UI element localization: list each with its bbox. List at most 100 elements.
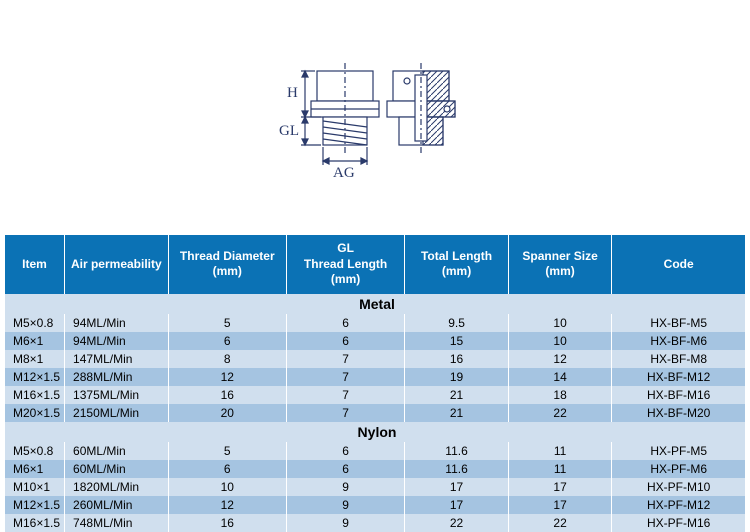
cell-gl: 7 bbox=[286, 386, 404, 404]
cell-gl: 7 bbox=[286, 404, 404, 422]
cell-item: M6×1 bbox=[5, 332, 65, 350]
cell-air: 748ML/Min bbox=[65, 514, 169, 532]
cell-thread_d: 12 bbox=[168, 368, 286, 386]
table-row: M20×1.52150ML/Min2072122HX-BF-M20 bbox=[5, 404, 745, 422]
cell-air: 1820ML/Min bbox=[65, 478, 169, 496]
table-row: M12×1.5288ML/Min1271914HX-BF-M12 bbox=[5, 368, 745, 386]
cell-spanner: 14 bbox=[508, 368, 612, 386]
cell-thread_d: 16 bbox=[168, 514, 286, 532]
cell-item: M5×0.8 bbox=[5, 314, 65, 332]
cell-total: 9.5 bbox=[405, 314, 509, 332]
cell-item: M16×1.5 bbox=[5, 514, 65, 532]
cell-air: 260ML/Min bbox=[65, 496, 169, 514]
cell-air: 147ML/Min bbox=[65, 350, 169, 368]
cell-code: HX-PF-M12 bbox=[612, 496, 745, 514]
cell-spanner: 11 bbox=[508, 442, 612, 460]
cell-total: 16 bbox=[405, 350, 509, 368]
cell-spanner: 17 bbox=[508, 496, 612, 514]
cell-air: 288ML/Min bbox=[65, 368, 169, 386]
cell-code: HX-BF-M16 bbox=[612, 386, 745, 404]
cell-gl: 7 bbox=[286, 350, 404, 368]
header-thread_d: Thread Diameter(mm) bbox=[168, 235, 286, 294]
section-metal: Metal bbox=[5, 294, 745, 314]
cell-gl: 9 bbox=[286, 478, 404, 496]
table-row: M5×0.860ML/Min5611.611HX-PF-M5 bbox=[5, 442, 745, 460]
table-row: M6×194ML/Min661510HX-BF-M6 bbox=[5, 332, 745, 350]
cell-total: 22 bbox=[405, 514, 509, 532]
table-row: M10×11820ML/Min1091717HX-PF-M10 bbox=[5, 478, 745, 496]
cell-thread_d: 6 bbox=[168, 460, 286, 478]
cell-spanner: 10 bbox=[508, 332, 612, 350]
plug-drawing: H GL AG bbox=[275, 53, 475, 213]
cell-item: M10×1 bbox=[5, 478, 65, 496]
cell-total: 15 bbox=[405, 332, 509, 350]
cell-air: 60ML/Min bbox=[65, 442, 169, 460]
cell-air: 94ML/Min bbox=[65, 332, 169, 350]
cell-item: M12×1.5 bbox=[5, 496, 65, 514]
cell-thread_d: 5 bbox=[168, 314, 286, 332]
header-air: Air permeability bbox=[65, 235, 169, 294]
cell-air: 94ML/Min bbox=[65, 314, 169, 332]
cell-thread_d: 6 bbox=[168, 332, 286, 350]
cell-gl: 9 bbox=[286, 496, 404, 514]
table-row: M16×1.51375ML/Min1672118HX-BF-M16 bbox=[5, 386, 745, 404]
cell-total: 17 bbox=[405, 478, 509, 496]
table-row: M6×160ML/Min6611.611HX-PF-M6 bbox=[5, 460, 745, 478]
header-code: Code bbox=[612, 235, 745, 294]
cell-thread_d: 5 bbox=[168, 442, 286, 460]
section-title: Nylon bbox=[5, 422, 745, 442]
cell-gl: 6 bbox=[286, 460, 404, 478]
label-gl: GL bbox=[279, 123, 299, 139]
table-row: M16×1.5748ML/Min1692222HX-PF-M16 bbox=[5, 514, 745, 532]
cell-total: 21 bbox=[405, 404, 509, 422]
cell-spanner: 22 bbox=[508, 514, 612, 532]
table-row: M8×1147ML/Min871612HX-BF-M8 bbox=[5, 350, 745, 368]
cell-item: M20×1.5 bbox=[5, 404, 65, 422]
cell-code: HX-BF-M12 bbox=[612, 368, 745, 386]
cell-air: 60ML/Min bbox=[65, 460, 169, 478]
cell-total: 19 bbox=[405, 368, 509, 386]
cell-code: HX-PF-M6 bbox=[612, 460, 745, 478]
cell-code: HX-PF-M16 bbox=[612, 514, 745, 532]
cell-spanner: 18 bbox=[508, 386, 612, 404]
cell-code: HX-PF-M5 bbox=[612, 442, 745, 460]
header-item: Item bbox=[5, 235, 65, 294]
cell-spanner: 22 bbox=[508, 404, 612, 422]
cell-spanner: 10 bbox=[508, 314, 612, 332]
cell-gl: 9 bbox=[286, 514, 404, 532]
cell-code: HX-BF-M5 bbox=[612, 314, 745, 332]
cell-total: 11.6 bbox=[405, 442, 509, 460]
cell-total: 17 bbox=[405, 496, 509, 514]
cell-item: M8×1 bbox=[5, 350, 65, 368]
cell-air: 1375ML/Min bbox=[65, 386, 169, 404]
table-header: ItemAir permeabilityThread Diameter(mm)G… bbox=[5, 235, 745, 294]
header-spanner: Spanner Size(mm) bbox=[508, 235, 612, 294]
specifications-table: ItemAir permeabilityThread Diameter(mm)G… bbox=[5, 235, 745, 532]
section-nylon: Nylon bbox=[5, 422, 745, 442]
cell-spanner: 17 bbox=[508, 478, 612, 496]
cell-thread_d: 10 bbox=[168, 478, 286, 496]
table-row: M5×0.894ML/Min569.510HX-BF-M5 bbox=[5, 314, 745, 332]
cell-thread_d: 8 bbox=[168, 350, 286, 368]
cell-item: M5×0.8 bbox=[5, 442, 65, 460]
specifications-table-container: ItemAir permeabilityThread Diameter(mm)G… bbox=[0, 235, 750, 532]
cell-air: 2150ML/Min bbox=[65, 404, 169, 422]
cell-code: HX-BF-M6 bbox=[612, 332, 745, 350]
cell-thread_d: 12 bbox=[168, 496, 286, 514]
label-h: H bbox=[287, 85, 298, 101]
cell-gl: 6 bbox=[286, 332, 404, 350]
cell-code: HX-PF-M10 bbox=[612, 478, 745, 496]
cell-code: HX-BF-M8 bbox=[612, 350, 745, 368]
header-gl: GLThread Length(mm) bbox=[286, 235, 404, 294]
table-row: M12×1.5260ML/Min1291717HX-PF-M12 bbox=[5, 496, 745, 514]
table-body: MetalM5×0.894ML/Min569.510HX-BF-M5M6×194… bbox=[5, 294, 745, 532]
cell-gl: 7 bbox=[286, 368, 404, 386]
label-ag: AG bbox=[333, 165, 355, 181]
cell-gl: 6 bbox=[286, 442, 404, 460]
cell-thread_d: 16 bbox=[168, 386, 286, 404]
header-total: Total Length(mm) bbox=[405, 235, 509, 294]
cell-code: HX-BF-M20 bbox=[612, 404, 745, 422]
cell-item: M12×1.5 bbox=[5, 368, 65, 386]
cell-item: M6×1 bbox=[5, 460, 65, 478]
section-title: Metal bbox=[5, 294, 745, 314]
